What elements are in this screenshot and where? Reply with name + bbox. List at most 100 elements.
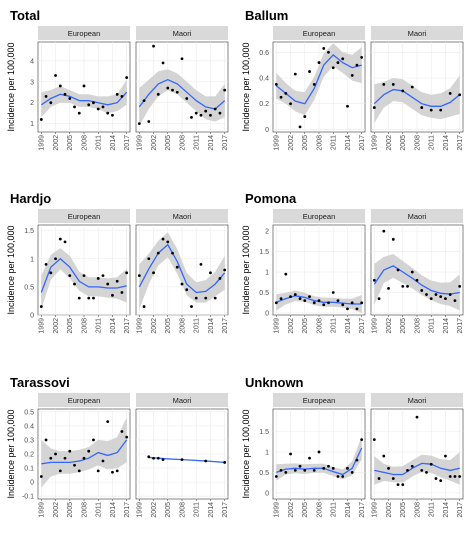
data-point xyxy=(308,456,311,460)
data-point xyxy=(396,483,400,487)
facet-panel-european: European 1999 2002 2005 2008 2011 2014 2017 xyxy=(272,209,366,334)
data-point xyxy=(161,61,165,65)
facet-strip xyxy=(136,209,228,223)
data-point xyxy=(209,271,212,275)
data-point xyxy=(54,257,57,261)
y-tick-label: 0.2 xyxy=(24,452,34,459)
facet-strip-label: Maori xyxy=(173,212,192,221)
data-point xyxy=(111,293,114,297)
x-tick-label: 1999 xyxy=(137,318,144,334)
data-point xyxy=(391,477,395,480)
data-point xyxy=(180,57,184,61)
data-point xyxy=(142,305,146,308)
data-point xyxy=(448,293,452,296)
data-point xyxy=(429,297,433,301)
chart-title: Total xyxy=(10,8,40,23)
x-tick-label: 2002 xyxy=(288,135,295,151)
x-tick-label: 2017 xyxy=(124,318,131,334)
y-tick-label: 1 xyxy=(30,121,34,128)
data-point xyxy=(77,111,81,115)
data-point xyxy=(336,299,340,303)
facet-strip-label: Maori xyxy=(408,212,427,221)
y-tick-label: 0 xyxy=(265,490,269,497)
facet-panel-maori: Maori 1999 2002 2005 2008 2011 2014 2017 xyxy=(370,26,464,151)
data-point xyxy=(39,475,43,478)
data-point xyxy=(87,296,91,300)
data-point xyxy=(396,268,400,272)
x-tick-label: 2002 xyxy=(151,502,158,518)
data-point xyxy=(453,299,457,303)
data-point xyxy=(96,107,100,111)
data-point xyxy=(63,240,67,244)
x-tick-label: 2014 xyxy=(443,502,450,518)
data-point xyxy=(308,295,311,298)
data-point xyxy=(350,301,354,305)
x-tick-label: 2002 xyxy=(288,502,295,518)
data-point xyxy=(274,475,278,478)
x-tick-label: 2005 xyxy=(67,318,74,334)
data-point xyxy=(137,274,141,278)
y-tick-label: 0 xyxy=(30,480,34,487)
y-tick-label: 0.3 xyxy=(24,437,34,444)
facet-strip xyxy=(136,26,228,40)
x-tick-label: 2011 xyxy=(429,135,436,150)
data-point xyxy=(279,297,283,301)
x-tick-label: 2014 xyxy=(110,318,117,334)
x-tick-label: 1999 xyxy=(372,502,379,518)
data-point xyxy=(63,456,67,460)
data-point xyxy=(218,277,222,280)
x-tick-label: 1999 xyxy=(274,502,281,518)
x-tick-label: 2011 xyxy=(96,135,103,150)
facet-strip xyxy=(273,209,365,223)
data-point xyxy=(372,278,376,282)
x-tick-label: 2002 xyxy=(151,135,158,151)
x-tick-label: 2017 xyxy=(359,318,366,334)
data-point xyxy=(410,464,414,468)
data-point xyxy=(125,76,129,79)
x-tick-label: 2002 xyxy=(53,318,60,334)
data-point xyxy=(120,291,124,294)
data-point xyxy=(382,229,386,233)
data-point xyxy=(49,101,53,105)
data-point xyxy=(73,282,76,286)
data-point xyxy=(444,297,447,301)
data-point xyxy=(355,307,359,311)
data-point xyxy=(298,297,302,301)
y-tick-label: 0.5 xyxy=(259,290,269,297)
data-point xyxy=(425,293,428,296)
x-tick-label: 2002 xyxy=(151,318,158,334)
data-point xyxy=(87,449,91,453)
data-point xyxy=(429,462,433,466)
data-point xyxy=(185,97,189,100)
data-point xyxy=(101,459,105,463)
data-point xyxy=(360,438,364,442)
x-tick-label: 2008 xyxy=(179,502,186,518)
data-point xyxy=(346,307,349,311)
data-point xyxy=(331,466,335,470)
data-point xyxy=(101,274,105,278)
data-point xyxy=(298,125,302,129)
x-tick-label: 2008 xyxy=(179,318,186,334)
facet-strip xyxy=(371,26,463,40)
y-tick-label: 0.2 xyxy=(259,101,269,108)
x-tick-label: 2005 xyxy=(302,135,309,151)
data-point xyxy=(377,477,381,480)
y-tick-label: 2 xyxy=(30,100,34,107)
facet-strip-label: European xyxy=(303,212,336,221)
data-point xyxy=(77,296,81,300)
x-tick-label: 2011 xyxy=(429,318,436,333)
data-point xyxy=(434,477,438,480)
facet-panel-european: European 1999 2002 2005 2008 2011 2014 2017 xyxy=(37,393,131,518)
data-point xyxy=(420,106,424,109)
data-point xyxy=(54,452,57,456)
x-tick-label: 2005 xyxy=(302,318,309,334)
data-point xyxy=(82,84,86,88)
x-tick-label: 2014 xyxy=(208,502,215,518)
x-tick-label: 1999 xyxy=(39,502,46,518)
data-point xyxy=(223,88,227,92)
y-axis-label: Incidence per 100,000 xyxy=(241,225,251,314)
data-point xyxy=(415,415,419,419)
data-point xyxy=(106,420,110,424)
data-point xyxy=(458,93,462,97)
